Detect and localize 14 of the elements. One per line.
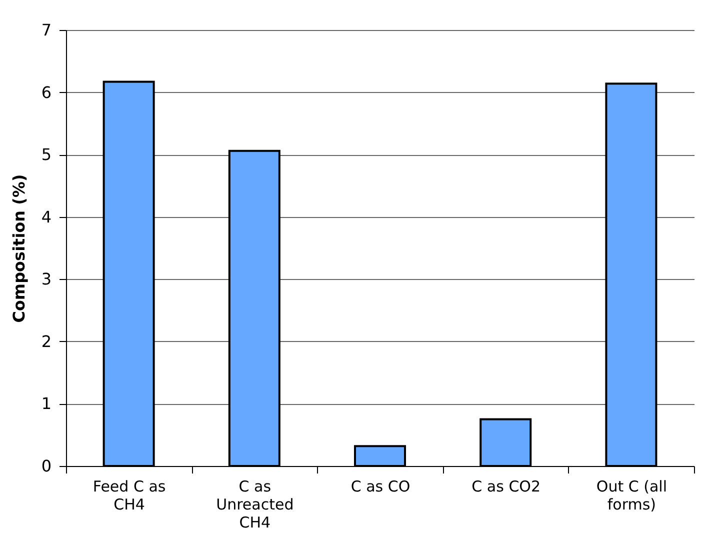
y-tick-label: 3 xyxy=(41,270,52,289)
y-tick-label: 6 xyxy=(41,82,52,102)
y-tick-label: 2 xyxy=(41,332,52,351)
x-tick-label: C as Unreacted CH4 xyxy=(216,478,294,532)
x-tick-label: C as CO xyxy=(350,478,410,496)
y-tick-label: 5 xyxy=(41,145,52,164)
x-tick-label: Feed C as CH4 xyxy=(92,478,166,514)
y-tick-label: 1 xyxy=(41,394,52,414)
y-tick-label: 7 xyxy=(41,20,52,40)
x-tick-label: Out C (all forms) xyxy=(596,478,667,514)
y-axis-title: Composition (%) xyxy=(9,174,28,323)
y-tick-label: 4 xyxy=(41,207,52,226)
x-tick-label: C as CO2 xyxy=(472,478,541,496)
y-tick-label: 0 xyxy=(41,456,52,476)
